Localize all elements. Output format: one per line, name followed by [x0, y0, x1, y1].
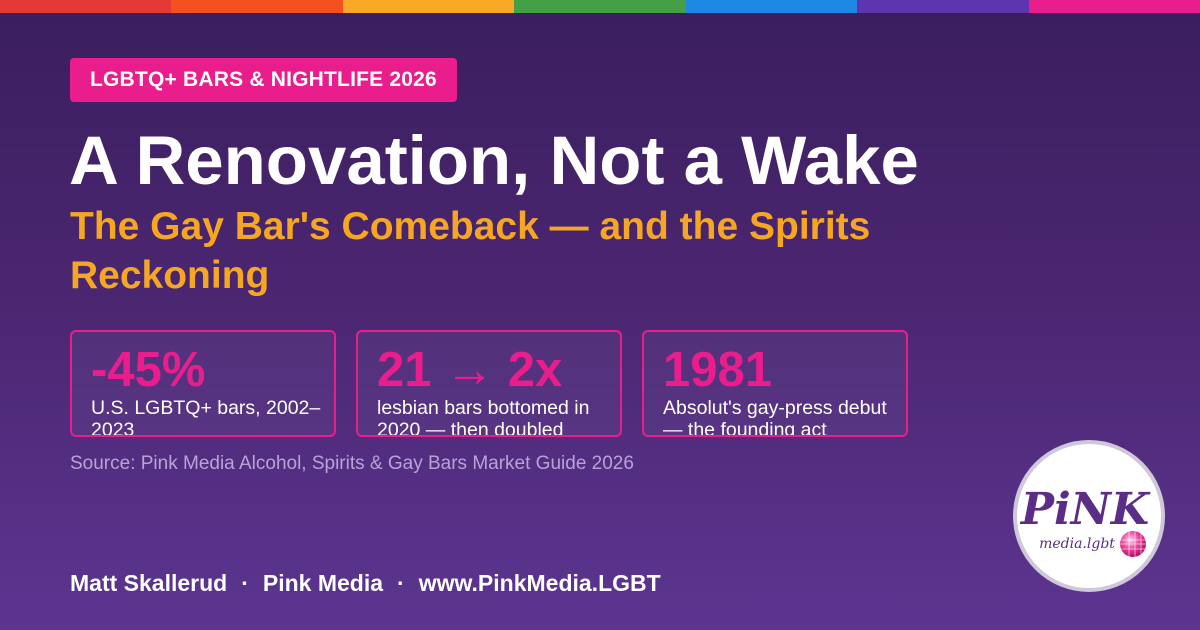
footer-separator: · [241, 570, 249, 596]
pink-media-logo-graphic: PiNK media.lgbt [1019, 484, 1151, 557]
logo-wordmark: PiNK [1019, 484, 1151, 535]
category-tag: LGBTQ+ BARS & NIGHTLIFE 2026 [70, 58, 457, 102]
rainbow-stripe-orange [171, 0, 343, 13]
rainbow-stripe-red [0, 0, 172, 13]
source-citation: Source: Pink Media Alcohol, Spirits & Ga… [70, 453, 634, 474]
footer-separator: · [397, 570, 405, 596]
rainbow-stripe-yellow [342, 0, 515, 13]
footer-author: Matt Skallerud [70, 570, 228, 596]
stats-row: -45% U.S. LGBTQ+ bars, 2002–2023 21 → 2x… [70, 330, 908, 437]
stat-description: lesbian bars bottomed in 2020 — then dou… [377, 397, 590, 437]
stat-card-bar-decline: -45% U.S. LGBTQ+ bars, 2002–2023 [70, 330, 336, 437]
stat-description: Absolut's gay-press debut — the founding… [663, 397, 887, 437]
footer-byline: Matt Skallerud · Pink Media · www.PinkMe… [70, 570, 661, 597]
logo-tagline: media.lgbt [1039, 536, 1115, 552]
headline-subtitle: The Gay Bar's Comeback — and the Spirits… [70, 205, 871, 297]
rainbow-stripe-green [514, 0, 686, 13]
stat-value: -45% [91, 343, 206, 397]
stat-value: 21 → 2x [377, 343, 563, 397]
headline-title: A Renovation, Not a Wake [69, 122, 919, 199]
footer-website-link[interactable]: www.PinkMedia.LGBT [418, 570, 661, 596]
stat-card-absolut-debut: 1981 Absolut's gay-press debut — the fou… [642, 330, 908, 437]
pink-media-logo: PiNK media.lgbt [1013, 440, 1165, 592]
stat-value: 1981 [663, 343, 773, 397]
category-tag-label: LGBTQ+ BARS & NIGHTLIFE 2026 [90, 68, 437, 91]
stat-description: U.S. LGBTQ+ bars, 2002–2023 [91, 397, 321, 437]
footer-company: Pink Media [262, 570, 384, 596]
rainbow-stripe-pink [1028, 0, 1200, 13]
rainbow-stripe-blue [685, 0, 858, 13]
disco-ball-icon [1120, 531, 1146, 557]
stat-card-lesbian-bars: 21 → 2x lesbian bars bottomed in 2020 — … [356, 330, 622, 437]
rainbow-stripe-bar [0, 0, 1200, 13]
rainbow-stripe-purple [857, 0, 1029, 13]
